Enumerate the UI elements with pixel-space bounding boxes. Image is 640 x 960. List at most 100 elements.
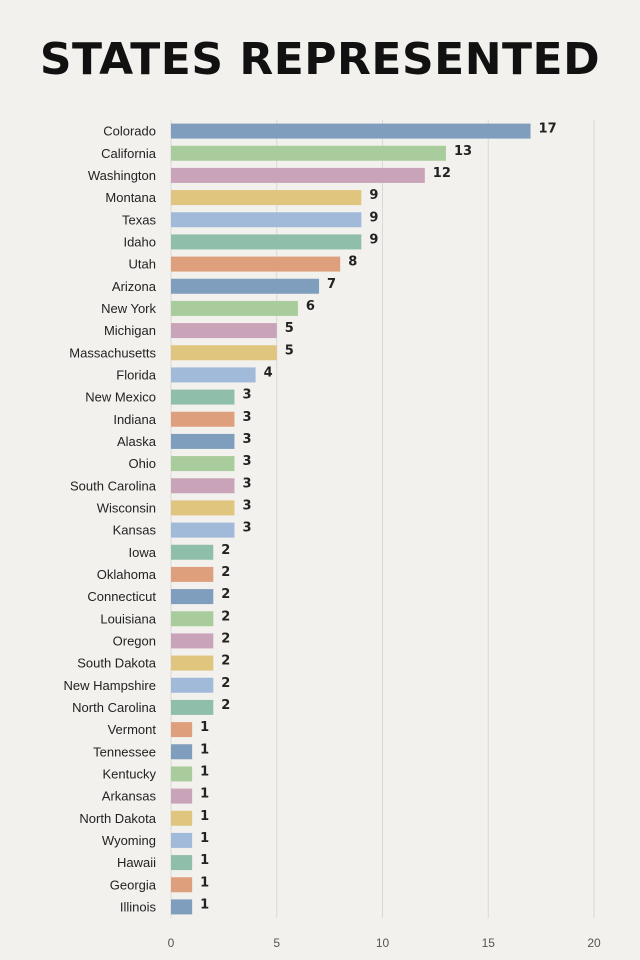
value-label: 1 [200, 742, 209, 757]
category-label: Washington [88, 168, 156, 183]
bar [171, 722, 193, 738]
category-label: Iowa [129, 545, 157, 560]
value-label: 2 [221, 609, 230, 624]
category-label: South Carolina [70, 478, 157, 493]
bar [171, 589, 214, 605]
x-tick-label: 20 [587, 936, 601, 950]
value-label: 3 [242, 410, 251, 425]
bar [171, 655, 214, 671]
category-label: Utah [129, 257, 156, 272]
category-label: Oregon [113, 633, 156, 648]
category-label: Georgia [110, 877, 157, 892]
bar [171, 456, 235, 472]
bar [171, 522, 235, 538]
bar [171, 478, 235, 494]
value-label: 8 [348, 255, 357, 270]
bar [171, 566, 214, 582]
bar [171, 300, 298, 316]
value-label: 3 [242, 454, 251, 469]
value-label: 9 [369, 210, 378, 225]
category-label: Kentucky [103, 766, 157, 781]
bar [171, 810, 193, 826]
value-label: 5 [285, 321, 294, 336]
value-label: 2 [221, 676, 230, 691]
bar [171, 699, 214, 715]
bar [171, 367, 256, 383]
bar [171, 633, 214, 649]
category-label: Arizona [112, 279, 157, 294]
category-label: Vermont [108, 722, 157, 737]
value-label: 6 [306, 299, 315, 314]
value-label: 1 [200, 787, 209, 802]
category-label: Wyoming [102, 833, 156, 848]
value-label: 3 [242, 476, 251, 491]
value-label: 17 [539, 122, 557, 137]
category-label: Wisconsin [97, 500, 156, 515]
x-axis-ticks: 0 5 10 15 20 [168, 936, 601, 950]
value-label: 1 [200, 764, 209, 779]
category-label: Michigan [104, 323, 156, 338]
bars [171, 123, 531, 915]
bar [171, 433, 235, 449]
value-label: 12 [433, 166, 451, 181]
category-label: Louisiana [100, 611, 156, 626]
category-label: Hawaii [117, 855, 156, 870]
value-label: 7 [327, 277, 336, 292]
bar [171, 611, 214, 627]
bar [171, 234, 362, 250]
bar [171, 744, 193, 760]
bar [171, 677, 214, 693]
value-label: 3 [242, 498, 251, 513]
x-tick-label: 0 [168, 936, 175, 950]
bar [171, 323, 277, 339]
value-label: 1 [200, 809, 209, 824]
bar [171, 877, 193, 893]
bar [171, 345, 277, 361]
bar [171, 500, 235, 516]
value-label: 2 [221, 698, 230, 713]
category-label: Texas [122, 212, 156, 227]
value-label: 4 [264, 365, 273, 380]
grid-lines [170, 120, 595, 918]
category-label: New Mexico [85, 390, 156, 405]
x-tick-label: 15 [482, 936, 496, 950]
value-label: 3 [242, 521, 251, 536]
value-label: 3 [242, 432, 251, 447]
x-tick-label: 10 [376, 936, 390, 950]
value-label: 1 [200, 831, 209, 846]
bar [171, 145, 446, 161]
bar [171, 123, 531, 139]
bar [171, 899, 193, 915]
value-label: 1 [200, 853, 209, 868]
value-label: 2 [221, 543, 230, 558]
bar [171, 411, 235, 427]
value-label: 2 [221, 565, 230, 580]
bar [171, 212, 362, 228]
value-label: 9 [369, 188, 378, 203]
bar [171, 766, 193, 782]
bar [171, 832, 193, 848]
category-label: North Dakota [79, 811, 156, 826]
category-label: California [101, 146, 157, 161]
category-labels: Colorado California Washington Montana Texas… [64, 124, 157, 915]
category-label: Massachusetts [69, 345, 156, 360]
x-tick-label: 5 [273, 936, 280, 950]
value-label: 3 [242, 388, 251, 403]
category-label: Ohio [129, 456, 156, 471]
value-label: 2 [221, 654, 230, 669]
category-label: Kansas [113, 523, 157, 538]
bar [171, 190, 362, 206]
category-label: New Hampshire [64, 678, 156, 693]
value-label: 5 [285, 343, 294, 358]
category-label: Florida [116, 367, 157, 382]
category-label: Tennessee [93, 744, 156, 759]
category-label: Montana [105, 190, 156, 205]
category-label: Colorado [103, 124, 156, 139]
value-label: 1 [200, 897, 209, 912]
category-label: Oklahoma [97, 567, 157, 582]
bar [171, 167, 425, 183]
chart-title: STATES REPRESENTED [39, 34, 601, 85]
category-label: Alaska [117, 434, 157, 449]
